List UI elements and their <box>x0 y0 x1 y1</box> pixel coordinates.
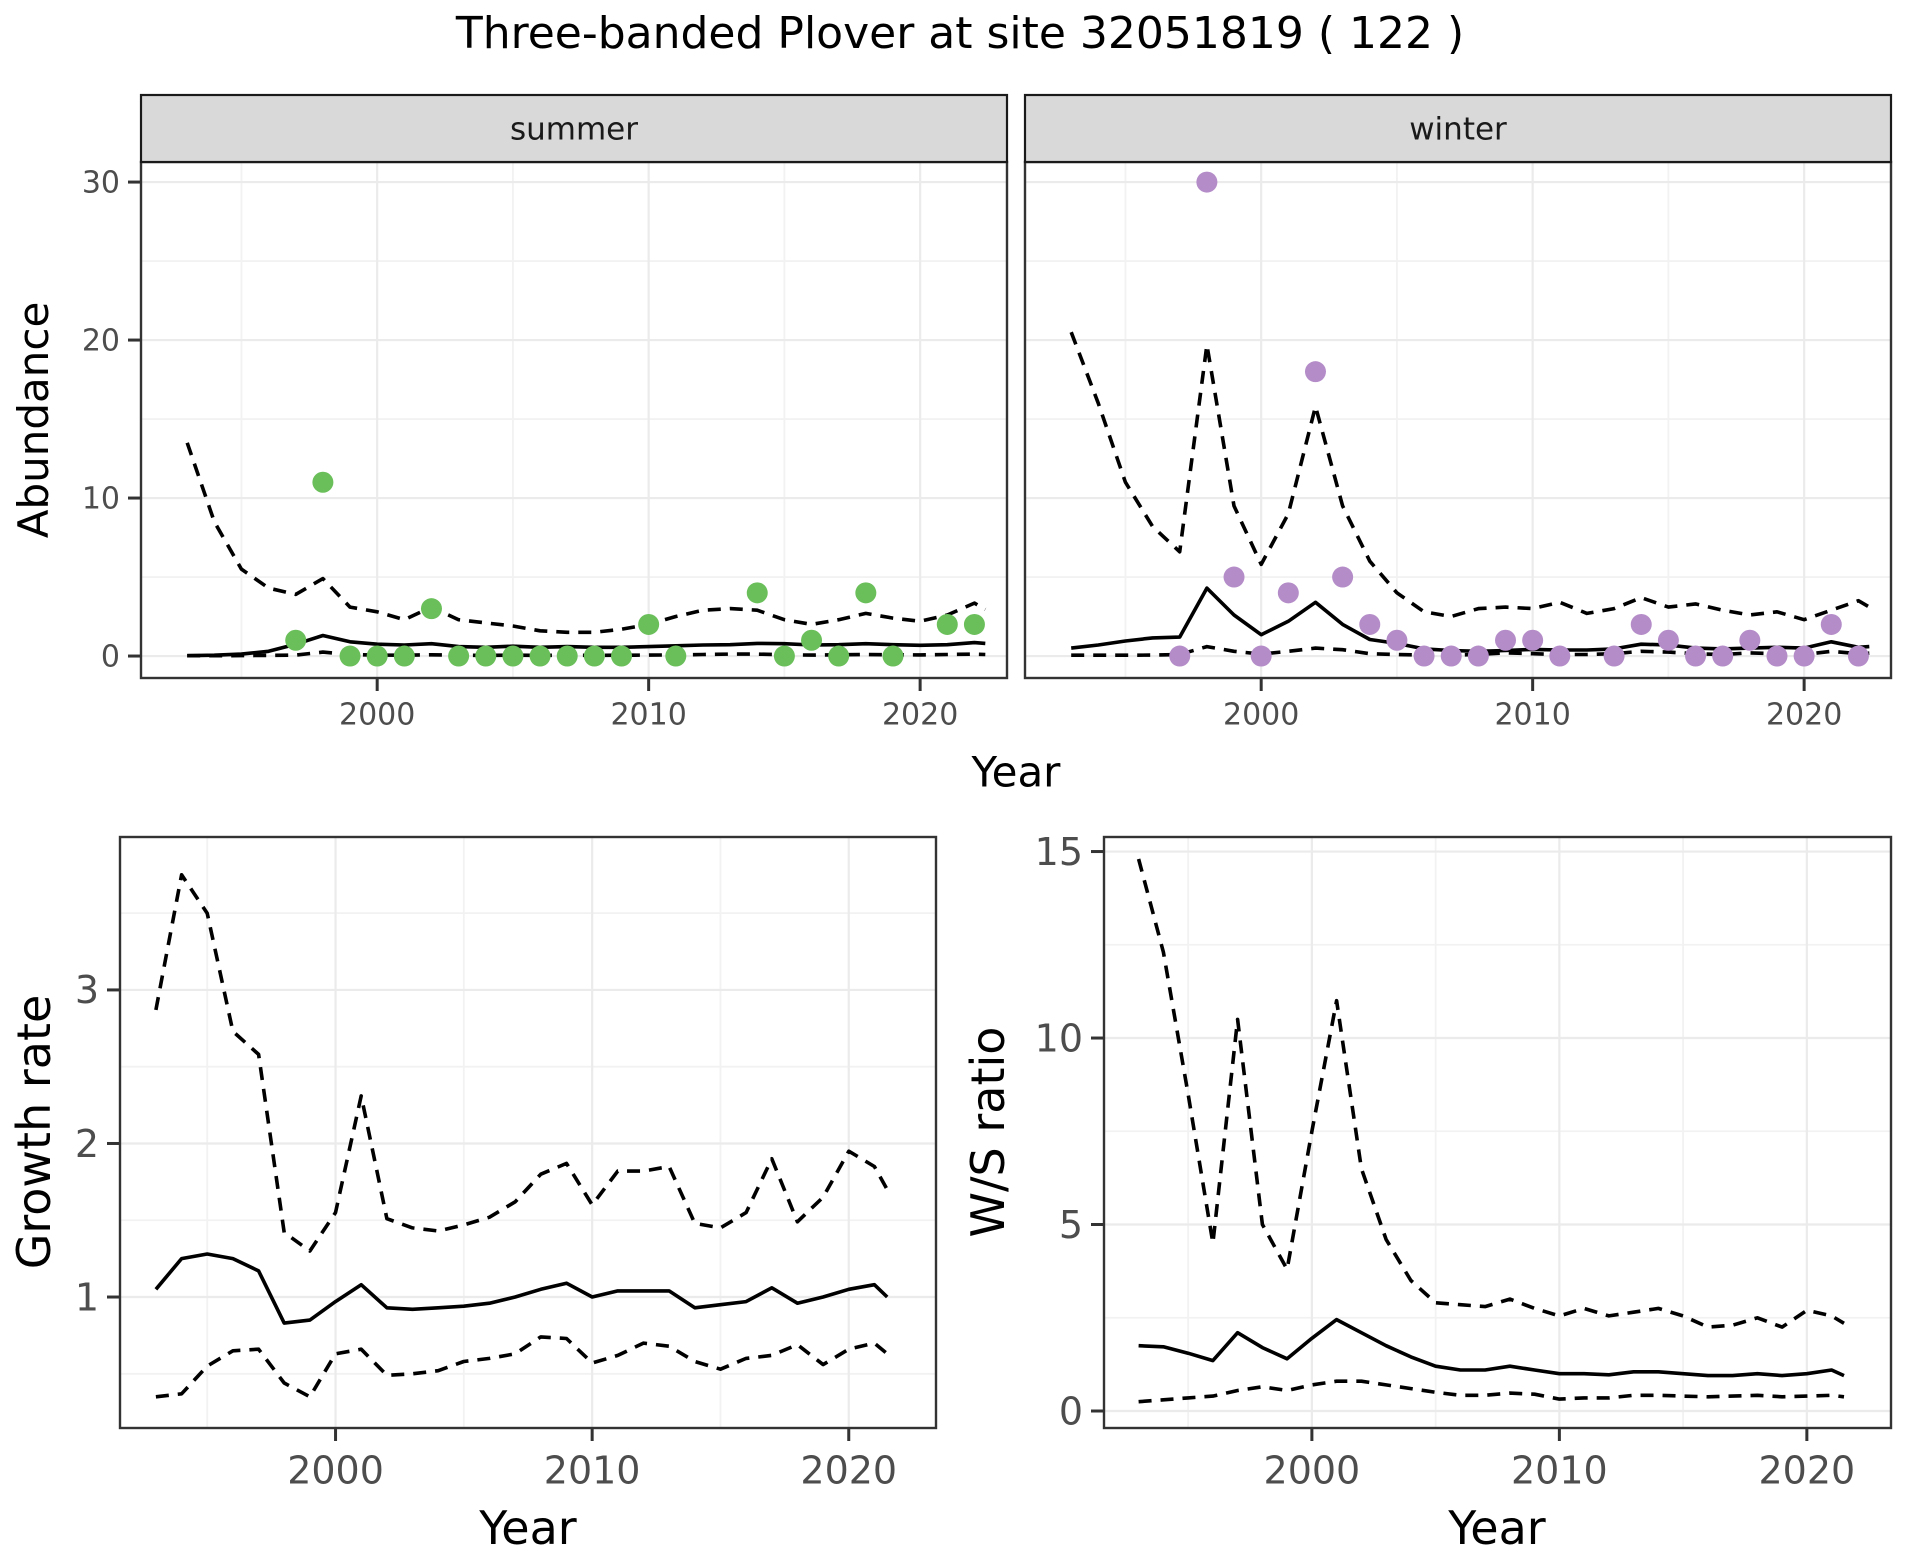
abundance-winter-observation-point <box>1277 582 1299 604</box>
abundance-summer-observation-point <box>529 645 551 667</box>
abundance-summer-observation-point <box>339 645 361 667</box>
abundance-summer-observation-point <box>448 645 470 667</box>
abundance-winter-observation-point <box>1603 645 1625 667</box>
abundance-summer-observation-point <box>855 582 877 604</box>
ws-ratio-x-tick-label: 2010 <box>1511 1448 1608 1492</box>
abundance-winter-panel-bg <box>1025 162 1891 678</box>
ws-ratio-x-tick-label: 2000 <box>1264 1448 1361 1492</box>
abundance-summer-observation-point <box>475 645 497 667</box>
abundance-summer-observation-point <box>638 613 660 635</box>
abundance-winter-x-tick-label: 2010 <box>1494 698 1570 733</box>
abundance-winter-observation-point <box>1549 645 1571 667</box>
abundance-winter-observation-point <box>1712 645 1734 667</box>
abundance-winter-observation-point <box>1223 566 1245 588</box>
abundance-winter-upper-ci-line <box>1069 331 1871 622</box>
abundance-summer-observation-point <box>801 629 823 651</box>
chart-title: Three-banded Plover at site 32051819 ( 1… <box>455 8 1465 59</box>
abundance-summer-observation-point <box>828 645 850 667</box>
abundance-summer-observation-point <box>312 471 334 493</box>
ws-ratio-x-axis-title: Year <box>1447 1501 1545 1555</box>
abundance-summer-y-tick-label: 20 <box>82 324 120 359</box>
growth-rate-y-tick-label: 2 <box>75 1122 99 1166</box>
growth-rate-x-tick-label: 2010 <box>544 1448 641 1492</box>
ws-ratio-panel-border <box>1102 835 1893 1430</box>
abundance-summer-observation-point <box>746 582 768 604</box>
abundance-summer-observation-point <box>502 645 524 667</box>
abundance-summer-y-tick-label: 30 <box>82 166 120 201</box>
abundance-winter-observation-point <box>1250 645 1272 667</box>
growth-rate-median-line <box>154 1252 889 1325</box>
abundance-summer-observation-point <box>366 645 388 667</box>
ws-ratio-y-tick-label: 15 <box>1035 830 1083 874</box>
growth-rate-panel-border <box>118 835 938 1430</box>
abundance-summer-panel-bg <box>141 162 1007 678</box>
abundance-winter-observation-point <box>1793 645 1815 667</box>
abundance-summer-observation-point <box>393 645 415 667</box>
abundance-winter-observation-point <box>1766 645 1788 667</box>
ws-ratio-upper-ci-line <box>1136 858 1845 1329</box>
abundance-summer-observation-point <box>285 629 307 651</box>
ws-ratio-y-tick-label: 0 <box>1059 1389 1083 1433</box>
growth-rate-y-axis-title: Growth rate <box>7 995 61 1270</box>
abundance-summer-observation-point <box>773 645 795 667</box>
ws-ratio-y-tick-label: 10 <box>1035 1016 1083 1060</box>
abundance-summer-y-tick-label: 0 <box>101 640 120 675</box>
abundance-summer-observation-point <box>665 645 687 667</box>
abundance-winter-observation-point <box>1304 361 1326 383</box>
abundance-winter-observation-point <box>1467 645 1489 667</box>
abundance-summer-observation-point <box>611 645 633 667</box>
abundance-winter-observation-point <box>1657 629 1679 651</box>
abundance-summer-x-tick-label: 2020 <box>882 698 958 733</box>
growth-rate-lower-ci-line <box>155 1335 889 1399</box>
abundance-summer-upper-ci-line <box>185 442 987 635</box>
growth-rate-x-tick-label: 2020 <box>800 1448 897 1492</box>
abundance-winter-observation-point <box>1630 613 1652 635</box>
abundance-y-axis-title: Abundance <box>9 302 58 539</box>
abundance-winter-observation-point <box>1847 645 1869 667</box>
abundance-winter-observation-point <box>1196 171 1218 193</box>
abundance-x-axis-title: Year <box>971 748 1062 797</box>
facet-strip-winter <box>1023 93 1893 164</box>
ws-ratio-x-tick-label: 2020 <box>1758 1448 1855 1492</box>
abundance-summer-observation-point <box>963 613 985 635</box>
abundance-summer-observation-point <box>583 645 605 667</box>
abundance-winter-observation-point <box>1440 645 1462 667</box>
abundance-winter-observation-point <box>1820 613 1842 635</box>
abundance-summer-x-tick-label: 2010 <box>610 698 686 733</box>
abundance-winter-observation-point <box>1359 613 1381 635</box>
abundance-summer-observation-point <box>882 645 904 667</box>
abundance-winter-observation-point <box>1739 629 1761 651</box>
abundance-winter-observation-point <box>1495 629 1517 651</box>
growth-rate-y-tick-label: 1 <box>75 1275 99 1319</box>
facet-strip-label-summer: summer <box>510 112 638 148</box>
abundance-winter-observation-point <box>1386 629 1408 651</box>
growth-rate-y-tick-label: 3 <box>75 968 99 1012</box>
abundance-summer-observation-point <box>556 645 578 667</box>
facet-strip-summer <box>139 93 1009 164</box>
abundance-summer-observation-point <box>936 613 958 635</box>
abundance-winter-x-tick-label: 2020 <box>1766 698 1842 733</box>
ws-ratio-lower-ci-line <box>1138 1379 1845 1404</box>
abundance-winter-observation-point <box>1332 566 1354 588</box>
ws-ratio-y-axis-title: W/S ratio <box>961 1027 1015 1238</box>
abundance-summer-observation-point <box>420 598 442 620</box>
facet-strip-label-winter: winter <box>1409 112 1507 148</box>
growth-rate-x-tick-label: 2000 <box>287 1448 384 1492</box>
abundance-winter-observation-point <box>1413 645 1435 667</box>
abundance-summer-y-tick-label: 10 <box>82 482 120 517</box>
abundance-winter-x-tick-label: 2000 <box>1223 698 1299 733</box>
abundance-winter-observation-point <box>1685 645 1707 667</box>
abundance-winter-observation-point <box>1522 629 1544 651</box>
growth-rate-x-axis-title: Year <box>478 1501 576 1555</box>
ws-ratio-panel-bg <box>1104 837 1891 1428</box>
growth-rate-panel-bg <box>120 837 936 1428</box>
growth-rate-upper-ci-line <box>154 872 889 1253</box>
abundance-winter-lower-ci-line <box>1071 644 1870 658</box>
ws-ratio-y-tick-label: 5 <box>1059 1203 1083 1247</box>
ws-ratio-median-line <box>1138 1317 1845 1378</box>
abundance-summer-x-tick-label: 2000 <box>339 698 415 733</box>
abundance-winter-observation-point <box>1169 645 1191 667</box>
